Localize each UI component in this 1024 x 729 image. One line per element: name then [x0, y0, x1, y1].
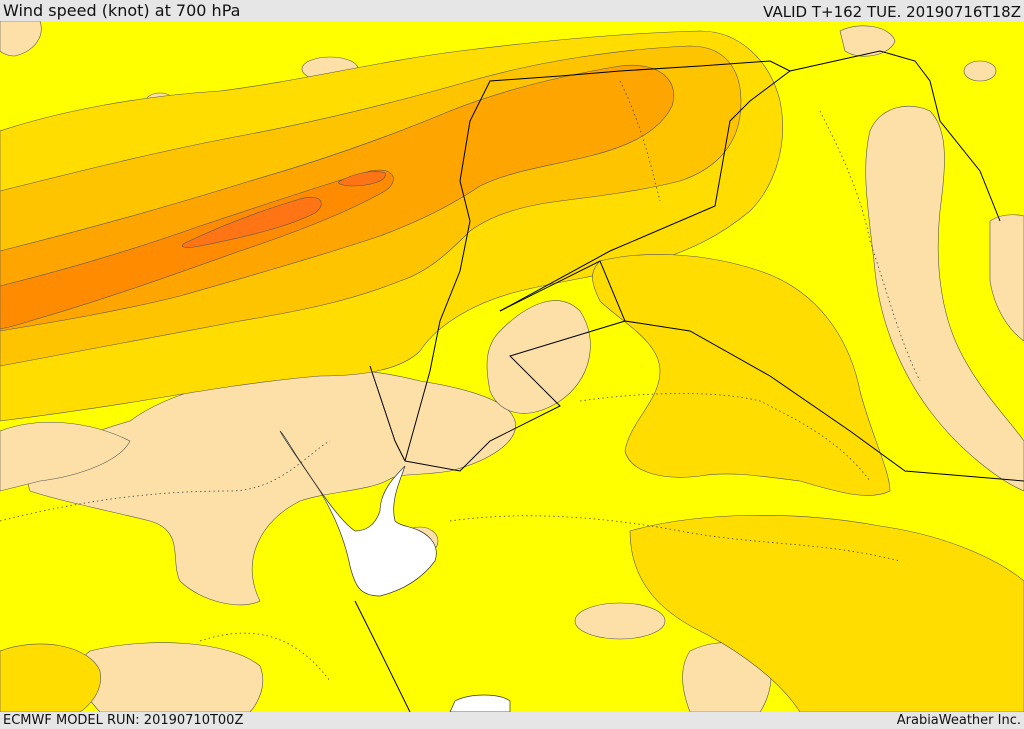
footer-bar: ECMWF MODEL RUN: 20190710T00Z ArabiaWeat…: [0, 712, 1024, 729]
wind-speed-map: [0, 21, 1024, 712]
internal-boundary-5: [819, 110, 921, 382]
valid-time: VALID T+162 TUE. 20190716T18Z: [763, 3, 1021, 21]
wind-band-1-sw: [0, 643, 101, 712]
border-jordan-west: [404, 60, 791, 462]
light-wind-jordan: [486, 300, 591, 414]
internal-boundary-6: [199, 632, 331, 682]
map-title: Wind speed (knot) at 700 hPa: [3, 1, 241, 20]
internal-boundaries: [0, 80, 921, 682]
light-wind-nw: [0, 21, 42, 57]
wind-band-1-south: [629, 515, 1024, 712]
wind-band-1-east: [592, 254, 891, 496]
internal-boundary-4: [619, 80, 661, 202]
border-saudi-jordan: [404, 260, 626, 472]
border-red-sea-coast: [354, 600, 411, 712]
credit-label: ArabiaWeather Inc.: [896, 713, 1021, 728]
border-egypt-israel: [369, 365, 406, 462]
internal-boundary-2: [579, 393, 871, 482]
light-wind-patch-4: [574, 602, 666, 640]
header-bar: Wind speed (knot) at 700 hPa VALID T+162…: [0, 0, 1024, 21]
light-wind-egypt-south: [78, 642, 263, 712]
model-run: ECMWF MODEL RUN: 20190710T00Z: [3, 713, 244, 728]
water-bodies: [279, 430, 511, 712]
wind-core: [181, 171, 386, 248]
light-wind-iraq: [865, 105, 1024, 492]
red-sea-patch: [449, 694, 511, 712]
border-syria-iraq: [499, 50, 1001, 312]
wind-core-small: [338, 171, 386, 187]
wind-core-main: [181, 196, 322, 248]
gulf-of-suez: [279, 430, 437, 597]
borders: [354, 50, 1024, 712]
border-iraq-saudi: [624, 320, 1024, 482]
light-wind-egypt-west: [0, 422, 131, 492]
light-wind-ne: [839, 25, 896, 57]
light-wind-patch-3: [963, 60, 997, 82]
